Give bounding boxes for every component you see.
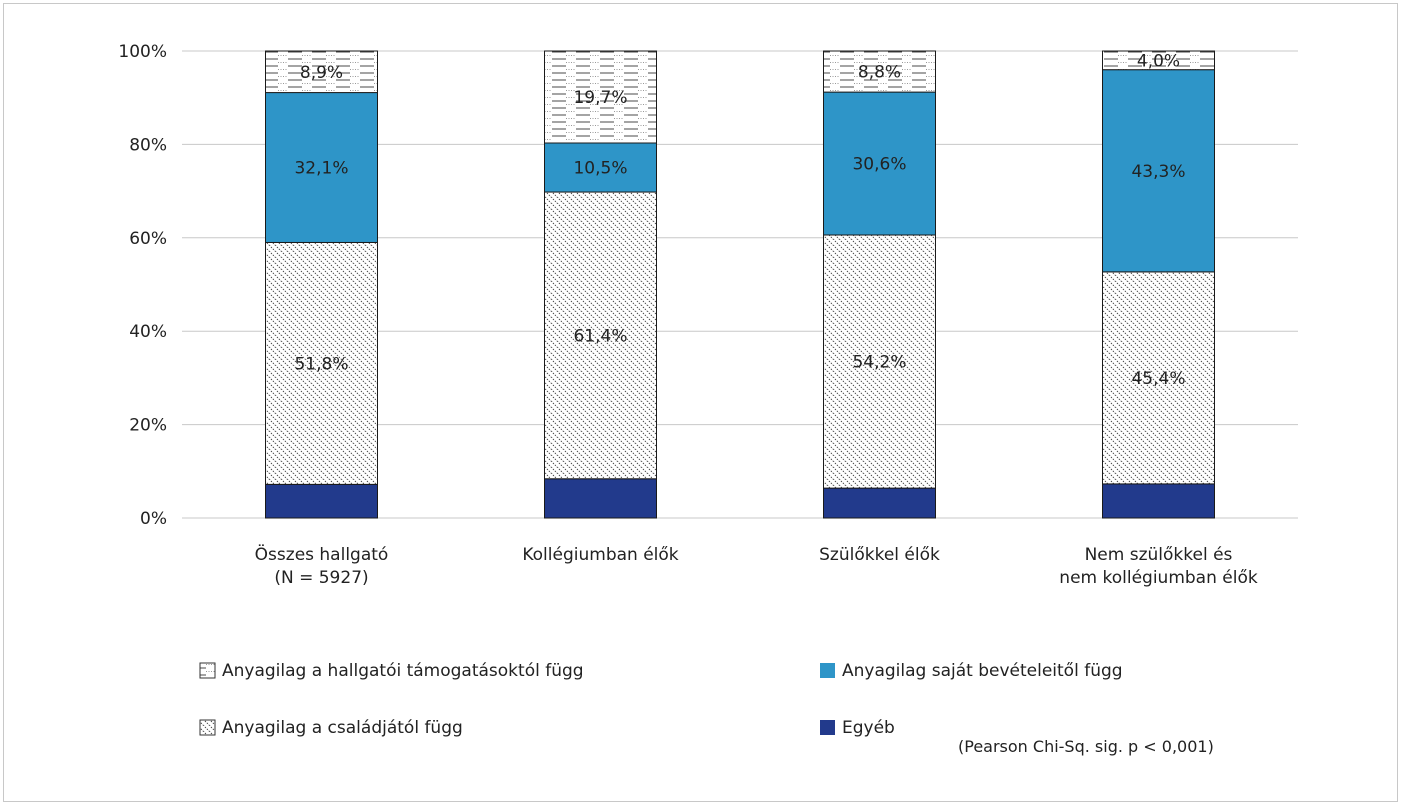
data-label: 8,8% [858, 63, 901, 83]
data-label: 51,8% [294, 354, 348, 374]
data-label: 54,2% [852, 353, 906, 373]
x-tick-label: Összes hallgató [255, 543, 389, 565]
bar-layer [265, 50, 1215, 519]
bar-segment [544, 142, 657, 193]
legend-label: Anyagilag a hallgatói támogatásoktól füg… [222, 661, 584, 681]
bar-segment [544, 50, 657, 144]
bar-segment [1102, 50, 1215, 71]
y-tick-label: 100% [118, 42, 167, 62]
y-tick-label: 0% [140, 509, 167, 529]
y-tick-label: 80% [129, 135, 167, 155]
y-tick-label: 40% [129, 322, 167, 342]
bar-segment [1102, 483, 1215, 519]
bar-segment [265, 483, 378, 519]
x-tick-label: nem kollégiumban élők [1059, 568, 1258, 588]
legend-label: Egyéb [842, 718, 895, 738]
legend-label: Anyagilag a családjától függ [222, 718, 463, 738]
x-axis: Összes hallgató (N = 5927) Kollégiumban él… [255, 543, 1258, 588]
data-label: 8,9% [300, 63, 343, 83]
bar-segment [823, 50, 936, 93]
y-tick-label: 20% [129, 416, 167, 436]
bar-segment [823, 234, 936, 489]
x-tick-label: Szülőkkel élők [819, 545, 940, 565]
y-tick-label: 60% [129, 229, 167, 249]
chart-frame [3, 3, 1398, 802]
data-label-layer: 51,8% 32,1% 8,9% 61,4% 10,5% 19,7% 54,2% 30,6% 8… [294, 51, 1185, 389]
bar-segment [544, 191, 657, 480]
legend-swatch [199, 719, 216, 736]
bar-segment [823, 487, 936, 519]
legend-label: Anyagilag saját bevételeitől függ [842, 661, 1123, 681]
x-tick-label: Nem szülőkkel és [1085, 545, 1233, 565]
data-label: 43,3% [1131, 162, 1185, 182]
legend-swatch [820, 663, 835, 678]
data-label: 10,5% [573, 159, 627, 179]
bar-segment [265, 50, 378, 94]
data-label: 45,4% [1131, 369, 1185, 389]
data-label: 30,6% [852, 155, 906, 175]
bar-segment [823, 91, 936, 236]
x-tick-label: Kollégiumban élők [522, 545, 678, 565]
x-tick-label: (N = 5927) [274, 568, 368, 588]
bar-segment [1102, 69, 1215, 273]
legend-swatch [820, 720, 835, 735]
bar-segment [544, 478, 657, 519]
bar-segment [1102, 271, 1215, 485]
y-axis: 0% 20% 40% 60% 80% 100% [118, 42, 167, 529]
data-label: 4,0% [1137, 51, 1180, 71]
data-label: 32,1% [294, 159, 348, 179]
bar-segment [265, 92, 378, 243]
data-label: 19,7% [573, 88, 627, 108]
legend: Anyagilag a hallgatói támogatásoktól füg… [199, 661, 1123, 738]
footnote: (Pearson Chi-Sq. sig. p < 0,001) [958, 737, 1214, 756]
legend-swatch [199, 662, 216, 679]
data-label: 61,4% [573, 326, 627, 346]
